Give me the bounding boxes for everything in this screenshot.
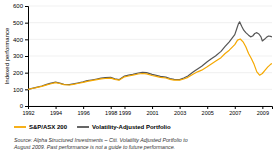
tick-label: 2007 (229, 110, 241, 116)
tick-label: 400 (13, 37, 24, 43)
y-tick: 300 (13, 53, 28, 59)
series-line (28, 39, 272, 89)
tick-label: 1998 (105, 110, 117, 116)
tick-label: 2005 (202, 110, 214, 116)
x-axis: 1992 1994 1996 19981999 2001 2003 2005 2007 2009 (22, 106, 272, 116)
tick-label: 0 (20, 103, 24, 109)
x-tick: 2007 (229, 106, 241, 116)
grid-line (28, 6, 272, 7)
y-tick: 500 (13, 20, 28, 26)
legend-item: S&P/ASX 200 (14, 124, 68, 130)
plot-area (28, 22, 272, 90)
y-axis-title: Indexed performance (4, 27, 10, 84)
legend-item: Volatility-Adjusted Portfolio (77, 124, 171, 130)
tick-mark (25, 106, 28, 107)
series-line (28, 22, 272, 90)
tick-label: 500 (13, 20, 24, 26)
legend-swatch (14, 126, 26, 128)
tick-label: 2009 (257, 110, 269, 116)
x-tick: 2005 (202, 106, 214, 116)
x-tick: 1992 (22, 106, 34, 116)
legend-label: Volatility-Adjusted Portfolio (92, 124, 171, 130)
chart: 1992 1994 1996 19981999 2001 2003 2005 2007 2009… (0, 0, 280, 168)
x-tick: 2003 (174, 106, 186, 116)
grid-line (28, 39, 272, 40)
y-tick: 0 (20, 103, 28, 109)
grid-line (28, 72, 272, 73)
annotation: Source: Alpha Structured Investments – C… (13, 137, 188, 150)
grid-line (28, 89, 272, 90)
y-tick: 100 (13, 87, 28, 93)
tick-mark (152, 106, 153, 109)
tick-label: 300 (13, 53, 24, 59)
tick-mark (25, 56, 28, 57)
grid-line (28, 56, 272, 57)
tick-label: 2003 (174, 110, 186, 116)
tick-label: 1994 (50, 110, 62, 116)
y-tick: 400 (13, 37, 28, 43)
tick-label: 1996 (78, 110, 90, 116)
grid-line (28, 22, 272, 23)
tick-mark (25, 23, 28, 24)
x-tick: 1994 (50, 106, 62, 116)
tick-mark (262, 106, 263, 109)
x-tick: 1999 (119, 106, 131, 116)
tick-label: 200 (13, 70, 24, 76)
tick-label: 2001 (146, 110, 158, 116)
tick-mark (25, 73, 28, 74)
tick-label: 600 (13, 3, 24, 9)
legend-label: S&P/ASX 200 (29, 124, 68, 130)
tick-mark (207, 106, 208, 109)
tick-label: 100 (13, 87, 24, 93)
x-tick: 1998 (105, 106, 117, 116)
axis-line (25, 7, 29, 107)
tick-mark (25, 39, 28, 40)
tick-mark (83, 106, 84, 109)
legend-swatch (77, 126, 89, 128)
grid (28, 6, 272, 106)
tick-mark (235, 106, 236, 109)
y-tick: 200 (13, 70, 28, 76)
y-axis: 0 100 200 300 400 500 600 (13, 3, 29, 109)
tick-mark (124, 106, 125, 109)
y-tick: 600 (13, 3, 28, 9)
x-tick: 2009 (257, 106, 269, 116)
tick-mark (111, 106, 112, 109)
tick-mark (180, 106, 181, 109)
tick-label: 1992 (22, 110, 34, 116)
x-tick: 2001 (146, 106, 158, 116)
axis-line (29, 107, 273, 110)
tick-mark (25, 89, 28, 90)
tick-mark (25, 6, 28, 7)
x-tick: 1996 (78, 106, 90, 116)
tick-label: 1999 (119, 110, 131, 116)
tick-mark (56, 106, 57, 109)
legend: S&P/ASX 200 Volatility-Adjusted Portfolio (14, 124, 171, 130)
